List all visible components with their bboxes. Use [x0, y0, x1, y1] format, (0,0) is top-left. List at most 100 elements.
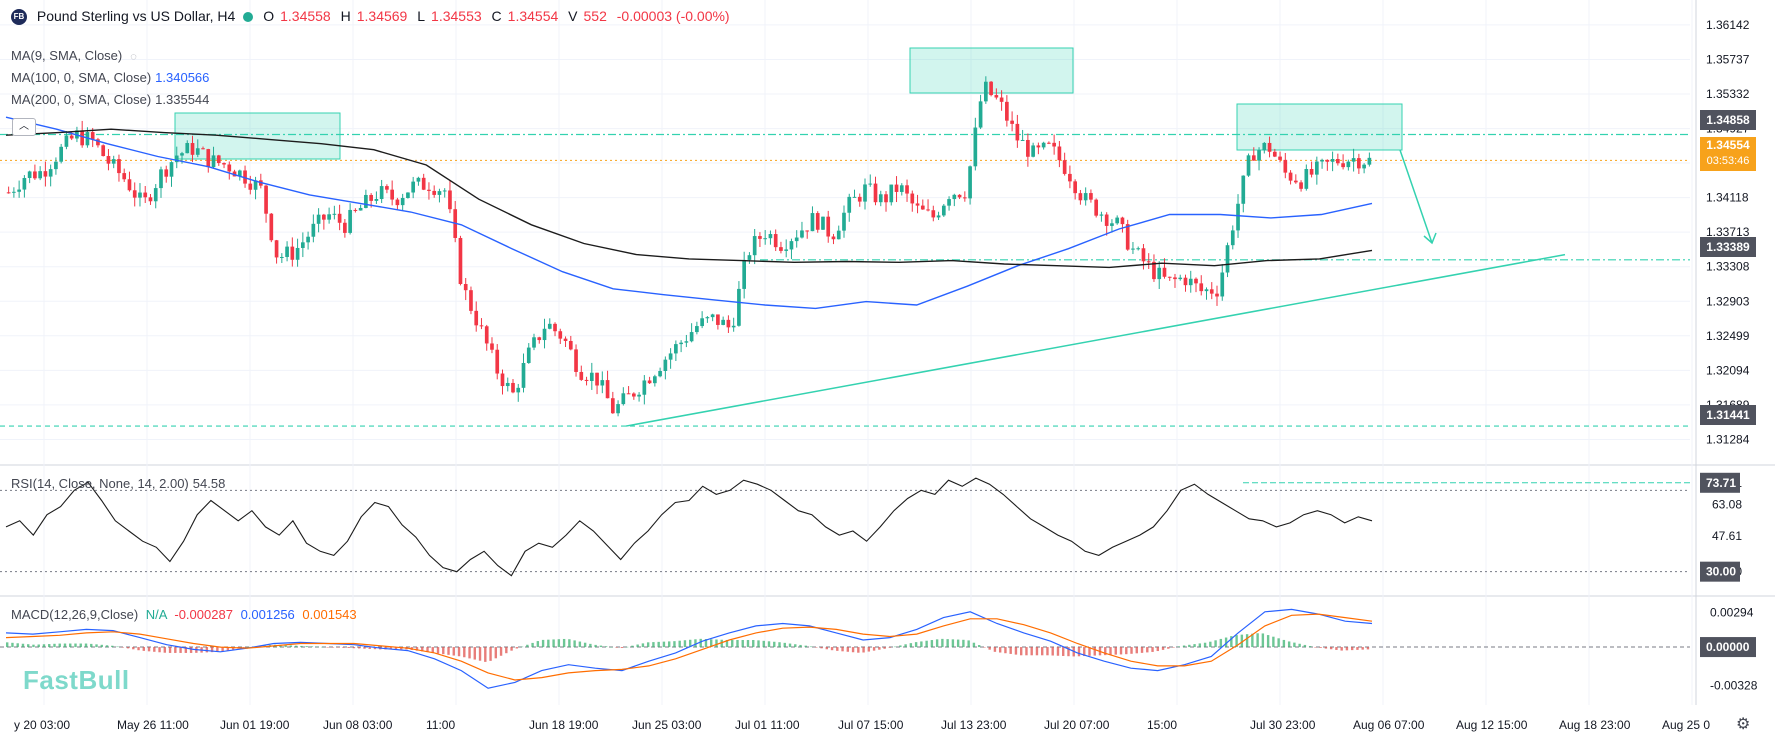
macd-histogram-bar	[799, 644, 802, 648]
macd-histogram-bar	[878, 647, 881, 650]
candle-body	[1015, 123, 1020, 141]
macd-histogram-bar	[168, 647, 172, 653]
candle-body	[1120, 217, 1125, 225]
macd-histogram-bar	[725, 639, 729, 648]
macd-histogram-bar	[1177, 646, 1181, 648]
macd-histogram-bar	[1329, 647, 1333, 650]
candle-body	[1236, 203, 1240, 231]
candle-body	[301, 242, 305, 248]
candle-body	[211, 155, 216, 168]
candle-body	[994, 95, 999, 98]
candle-body	[873, 183, 878, 203]
macd-histogram-bar	[1004, 647, 1007, 654]
ma100-legend[interactable]: MA(100, 0, SMA, Close) 1.340566	[11, 70, 209, 85]
macd-signal-line	[5, 613, 1373, 681]
ma9-legend[interactable]: MA(9, SMA, Close) ◌	[11, 48, 137, 63]
macd-histogram-bar	[988, 647, 991, 650]
macd-histogram-bar	[74, 643, 77, 648]
candle-body	[33, 171, 37, 179]
candle-body	[968, 166, 972, 199]
macd-histogram-bar	[1088, 647, 1091, 656]
macd-histogram-bar	[904, 644, 907, 648]
macd-histogram-bar	[184, 647, 188, 653]
macd-legend[interactable]: MACD(12,26,9,Close) N/A -0.000287 0.0012…	[11, 607, 357, 622]
candle-body	[1209, 289, 1214, 294]
macd-histogram-bar	[1114, 647, 1117, 655]
candle-body	[842, 212, 846, 231]
x-tick-label: Jun 08 03:00	[323, 718, 393, 732]
macd-histogram-bar	[836, 647, 839, 651]
candle-body	[984, 81, 988, 102]
candle-body	[1341, 163, 1345, 168]
candle-body	[174, 155, 179, 163]
candle-body	[1367, 157, 1372, 165]
candle-body	[758, 236, 762, 239]
macd-histogram-bar	[1235, 635, 1238, 648]
macd-histogram-bar	[946, 639, 949, 648]
macd-histogram-bar	[604, 646, 608, 648]
macd-histogram-bar	[1324, 647, 1328, 649]
macd-histogram-bar	[767, 641, 771, 648]
candle-body	[589, 372, 594, 381]
macd-label: MACD(12,26,9,Close)	[11, 607, 139, 622]
macd-histogram-bar	[862, 647, 865, 653]
y-tick-label: 1.33713	[1706, 225, 1750, 239]
candle-body	[479, 325, 484, 327]
macd-histogram-bar	[48, 644, 51, 648]
candle-body	[600, 380, 605, 386]
candle-body	[48, 169, 53, 177]
macd-histogram-bar	[1266, 635, 1270, 648]
rsi-legend[interactable]: RSI(14, Close, None, 14, 2.00) 54.58	[11, 476, 225, 491]
macd-histogram-bar	[956, 639, 960, 648]
candle-body	[1005, 101, 1009, 121]
macd-histogram-bar	[100, 644, 103, 648]
candle-body	[253, 180, 258, 190]
gear-icon[interactable]: ⚙	[1736, 716, 1751, 733]
close-label: C	[491, 8, 502, 24]
macd-histogram-bar	[153, 647, 156, 652]
macd-histogram-bar	[394, 647, 398, 650]
candle-body	[526, 347, 531, 363]
candle-body	[1309, 168, 1314, 175]
ma100-value: 1.340566	[155, 70, 210, 85]
hidden-eye-icon[interactable]: ◌	[130, 51, 137, 63]
candle-body	[484, 326, 489, 344]
candle-body	[1325, 159, 1330, 162]
candle-body	[90, 132, 95, 140]
candle-body	[227, 164, 232, 172]
macd-histogram-bar	[126, 647, 130, 649]
candle-body	[684, 341, 689, 343]
highlight-zones	[174, 47, 1403, 160]
candle-body	[784, 249, 789, 251]
candle-body	[899, 185, 904, 192]
macd-histogram-bar	[1256, 633, 1259, 648]
ma200-legend[interactable]: MA(200, 0, SMA, Close) 1.335544	[11, 92, 209, 107]
candle-body	[1157, 267, 1162, 280]
symbol-title[interactable]: Pound Sterling vs US Dollar, H4	[36, 8, 236, 24]
candle-body	[1183, 277, 1188, 286]
candle-body	[1026, 139, 1030, 157]
candle-body	[768, 234, 773, 239]
x-axis: y 20 03:00 May 26 11:00 Jun 01 19:00 Jun 08…	[14, 718, 1710, 732]
macd-histogram-bar	[426, 647, 429, 653]
candle-body	[27, 171, 32, 178]
candle-body	[185, 143, 190, 154]
macd-histogram-bar	[1209, 641, 1212, 648]
candle-body	[989, 81, 993, 96]
candle-body	[101, 145, 106, 157]
candle-body	[106, 156, 111, 164]
rsi-pane	[0, 477, 1690, 577]
ma200-value: 1.335544	[155, 92, 210, 107]
candle-body	[1220, 272, 1225, 297]
candle-body	[920, 205, 925, 210]
candle-body	[952, 194, 957, 200]
candle-body	[1052, 142, 1056, 147]
collapse-legend-button[interactable]: ︿	[12, 118, 36, 136]
macd-histogram-bar	[468, 647, 471, 659]
candle-body	[847, 196, 852, 213]
candle-body	[195, 148, 200, 155]
candle-body	[364, 194, 368, 208]
macd-histogram-bar	[1193, 644, 1196, 648]
macd-histogram-bar	[1167, 647, 1170, 649]
